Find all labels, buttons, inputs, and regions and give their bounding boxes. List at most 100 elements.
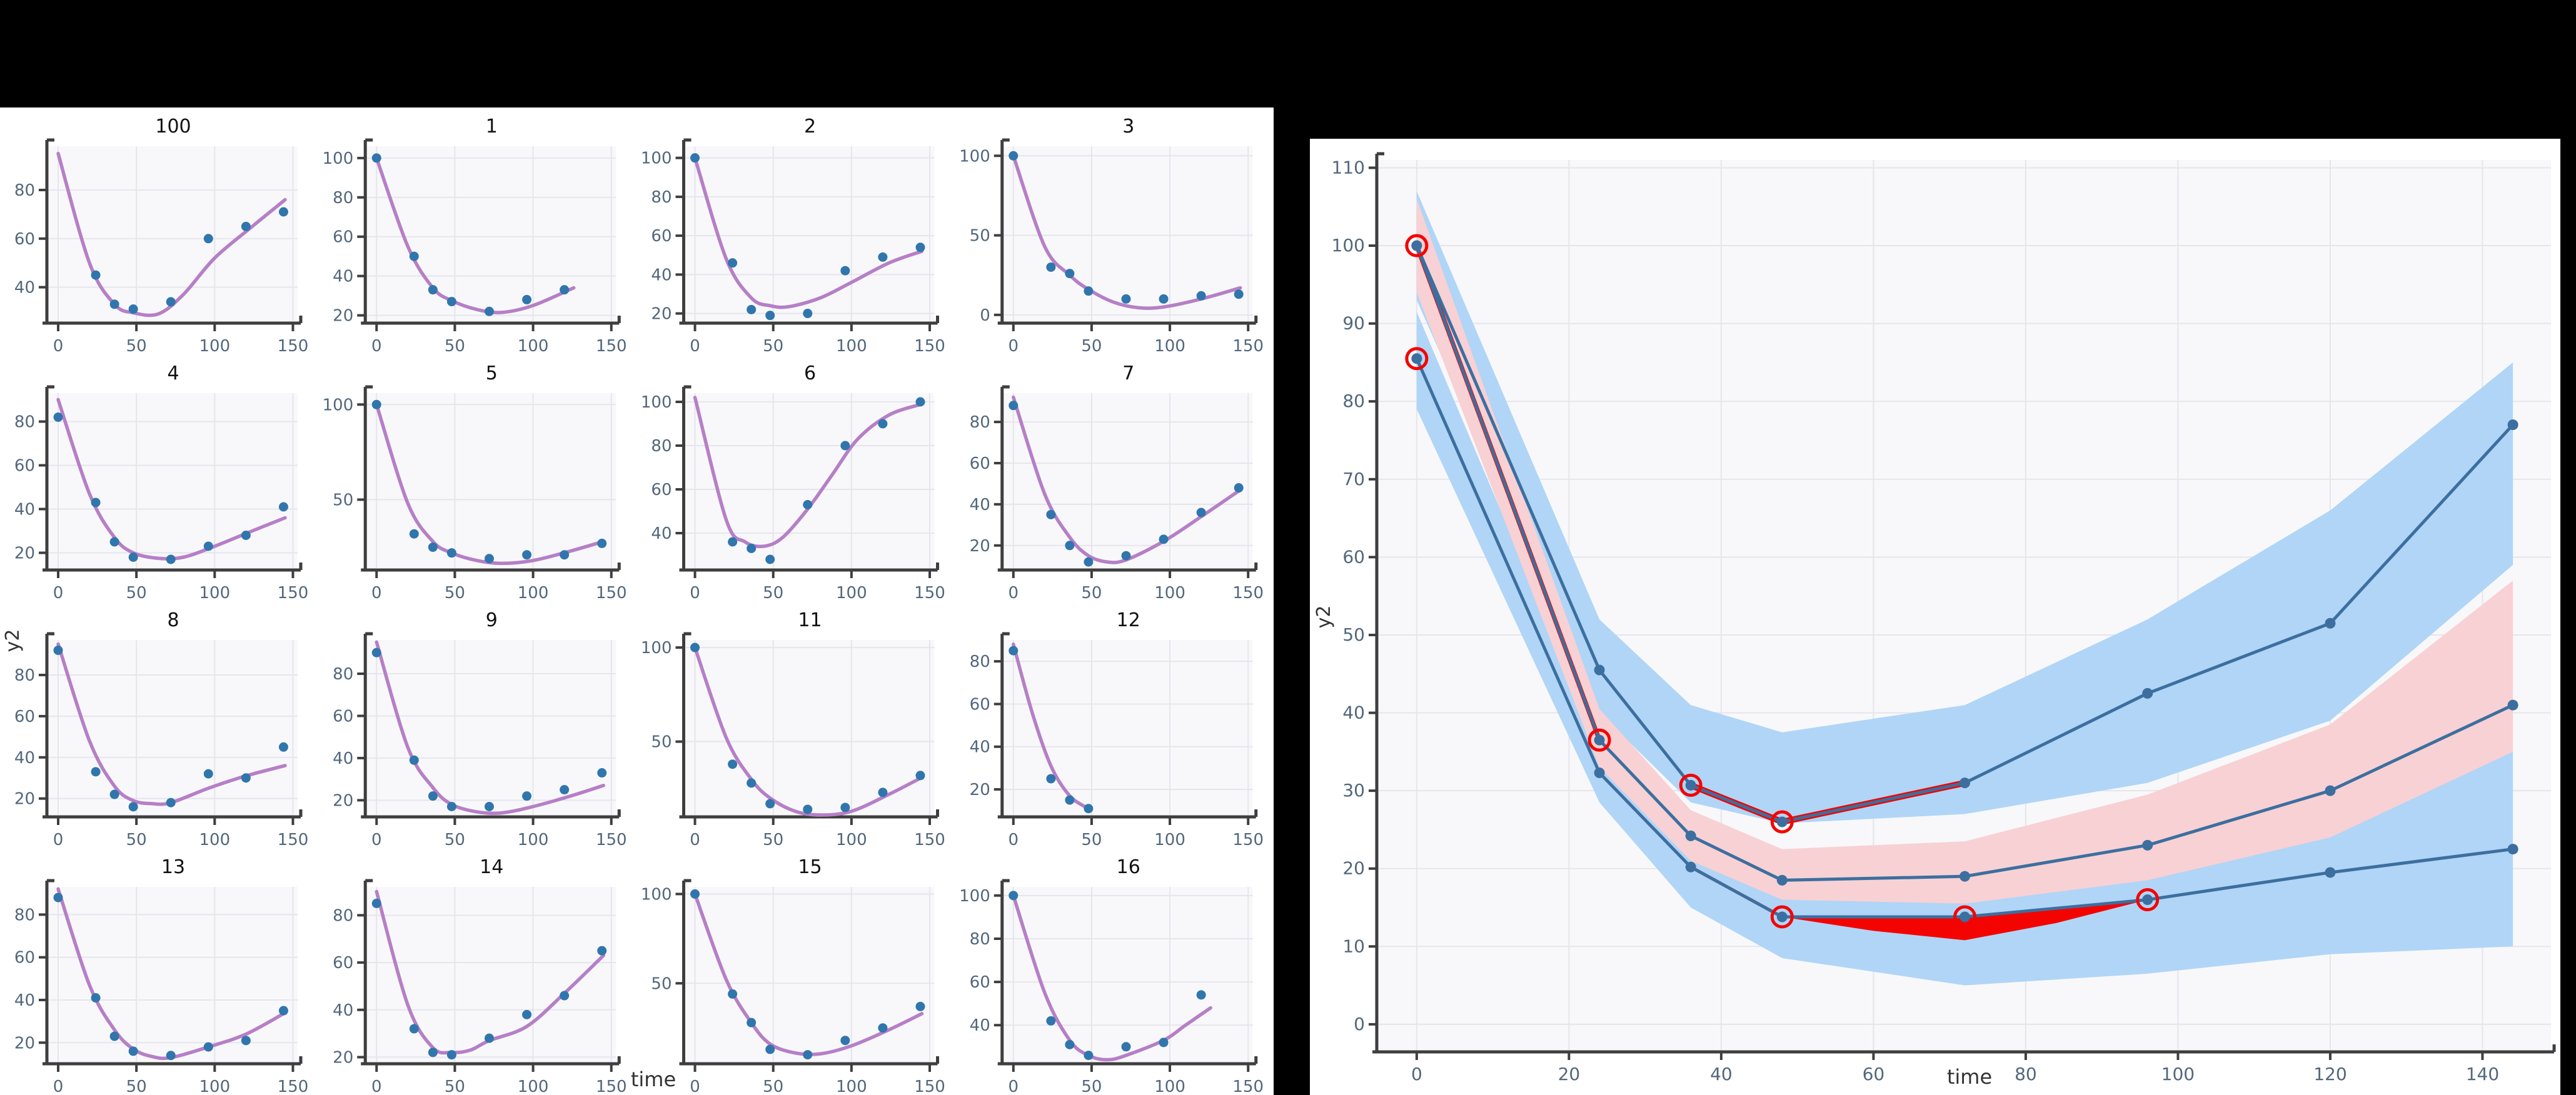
marker-median	[2142, 839, 2153, 851]
data-point	[840, 441, 850, 451]
y-tick-label: 60	[14, 230, 35, 249]
x-tick-label: 100	[1154, 1078, 1185, 1095]
x-tick-label: 100	[836, 337, 867, 356]
outlier-circle	[1679, 773, 1703, 797]
data-point	[765, 1044, 775, 1054]
x-tick-label: 100	[199, 584, 231, 602]
data-point	[428, 791, 438, 801]
y-tick-label: 40	[14, 501, 35, 519]
x-tick-label: 150	[278, 337, 309, 356]
x-tick-label: 100	[518, 337, 549, 356]
data-point	[128, 552, 138, 562]
data-point	[747, 544, 757, 553]
y-tick-label: 60	[333, 228, 353, 247]
y-tick-label: 80	[651, 188, 672, 207]
subplot-2: 20 40 60 80 100 0 50 100 150 2	[641, 116, 945, 356]
y-tick-label: 20	[333, 791, 353, 810]
data-point	[690, 642, 700, 652]
confidence-band-lower-percentile	[1416, 311, 2513, 986]
data-point	[803, 500, 813, 509]
x-tick-label: 150	[278, 584, 309, 602]
x-tick-label: 50	[763, 337, 783, 356]
x-tick-label: 150	[1232, 1078, 1264, 1095]
data-point	[371, 898, 381, 908]
data-point	[747, 778, 757, 788]
y-tick-label: 80	[333, 189, 353, 208]
x-tick-label: 100	[2161, 1064, 2195, 1084]
y-tick-label: 80	[651, 437, 672, 456]
marker-lower-percentile	[2325, 867, 2336, 878]
data-point	[409, 755, 419, 765]
data-point	[53, 645, 63, 655]
data-point	[241, 221, 251, 231]
plot-background	[685, 393, 935, 568]
y-tick-label: 60	[14, 457, 35, 476]
data-point	[1065, 541, 1075, 551]
data-point	[878, 419, 888, 429]
plot-background	[685, 887, 935, 1062]
x-tick-label: 0	[371, 831, 382, 849]
x-tick-label: 50	[1081, 584, 1102, 602]
y-tick-label: 80	[333, 665, 353, 684]
y-tick-label: 110	[1332, 157, 1365, 178]
plot-background	[367, 887, 616, 1062]
data-point	[522, 791, 532, 801]
y-tick-label: 80	[333, 906, 353, 925]
y-tick-label: 50	[651, 974, 672, 993]
y-tick-label: 40	[14, 279, 35, 298]
data-point	[1084, 804, 1094, 814]
y-tick-label: 20	[14, 544, 35, 563]
x-tick-label: 150	[914, 831, 945, 849]
marker-upper-percentile	[1594, 664, 1605, 676]
fit-curve	[1012, 154, 1242, 310]
data-point	[128, 304, 138, 314]
data-point	[91, 993, 101, 1003]
x-tick-label: 0	[53, 584, 64, 602]
subplot-title: 100	[155, 116, 191, 138]
marker-lower-percentile	[2142, 894, 2153, 906]
data-point	[1159, 534, 1169, 544]
x-tick-label: 0	[690, 584, 700, 602]
outlier-circle	[2136, 888, 2160, 912]
x-tick-label: 0	[1008, 584, 1019, 602]
marker-upper-percentile	[1685, 779, 1696, 791]
data-point	[1046, 1016, 1056, 1026]
x-tick-label: 0	[371, 337, 382, 356]
data-point	[203, 234, 213, 244]
data-point	[915, 242, 925, 252]
y-tick-label: 10	[1342, 936, 1365, 956]
fit-curve	[56, 151, 287, 318]
data-point	[241, 773, 251, 783]
data-point	[747, 304, 757, 314]
y-tick-label: 60	[333, 954, 353, 972]
data-point	[1009, 401, 1019, 411]
data-point	[166, 297, 176, 307]
data-point	[1065, 795, 1075, 805]
data-point	[484, 802, 494, 812]
marker-lower-percentile	[1776, 911, 1788, 922]
data-point	[109, 1031, 119, 1041]
data-point	[878, 788, 888, 798]
x-tick-label: 50	[763, 584, 783, 602]
x-tick-label: 150	[1232, 831, 1264, 849]
data-point	[109, 789, 119, 799]
subplot-6: 40 60 80 100 0 50 100 150 6	[641, 362, 945, 602]
fit-curve	[375, 640, 605, 816]
data-point	[1084, 557, 1094, 567]
fit-curve	[693, 156, 924, 309]
data-point	[728, 537, 738, 547]
data-point	[840, 802, 850, 812]
y-tick-label: 80	[970, 652, 990, 671]
x-tick-label: 0	[690, 831, 700, 849]
data-point	[1159, 1038, 1169, 1048]
y-tick-label: 40	[651, 524, 672, 543]
data-point	[1196, 291, 1206, 301]
y-tick-label: 40	[651, 266, 672, 284]
y-tick-label: 60	[970, 973, 990, 992]
data-point	[91, 270, 101, 280]
data-point	[765, 311, 775, 321]
data-point	[91, 498, 101, 508]
y-tick-label: 20	[333, 1048, 353, 1067]
plot-background	[1004, 887, 1253, 1062]
data-point	[1196, 508, 1206, 518]
